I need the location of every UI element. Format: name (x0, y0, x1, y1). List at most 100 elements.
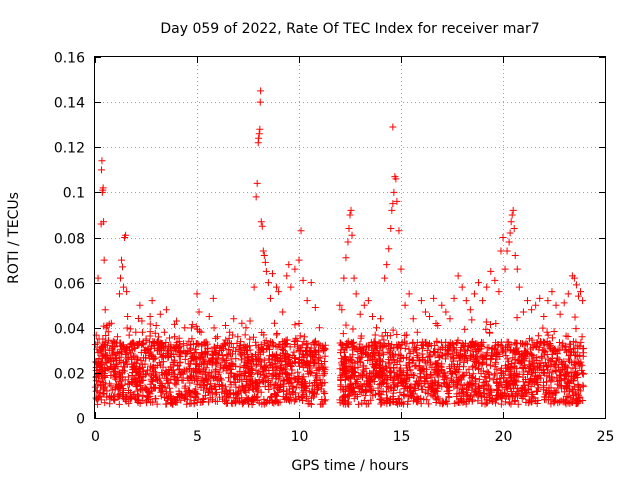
noise-point (409, 371, 417, 379)
noise-point (359, 388, 367, 396)
data-point (120, 283, 128, 291)
data-point (261, 258, 269, 266)
noise-point (212, 365, 220, 373)
noise-point (183, 341, 191, 349)
noise-point (526, 377, 534, 385)
noise-point (434, 345, 442, 353)
noise-point (231, 378, 239, 386)
noise-point (480, 355, 488, 363)
noise-point (346, 375, 354, 383)
noise-point (229, 344, 237, 352)
y-tick-label: 0.16 (54, 51, 85, 67)
noise-point (349, 368, 357, 376)
noise-point (261, 383, 269, 391)
noise-point (451, 399, 459, 407)
noise-point (569, 398, 577, 406)
data-point (513, 265, 521, 273)
noise-point (247, 352, 255, 360)
noise-point (357, 353, 365, 361)
data-point (189, 353, 197, 361)
noise-point (286, 374, 294, 382)
noise-point (240, 372, 248, 380)
noise-point (341, 355, 349, 363)
noise-point (374, 384, 382, 392)
noise-point (232, 383, 240, 391)
noise-point (550, 388, 558, 396)
noise-point (491, 370, 499, 378)
data-point (264, 279, 272, 287)
data-point (364, 297, 372, 305)
noise-point (103, 351, 111, 359)
data-point (345, 224, 353, 232)
noise-point (158, 353, 166, 361)
noise-point (492, 339, 500, 347)
noise-point (243, 394, 251, 402)
noise-point (537, 374, 545, 382)
noise-point (561, 398, 569, 406)
data-point (401, 301, 409, 309)
noise-point (579, 370, 587, 378)
noise-point (137, 349, 145, 357)
noise-point (270, 399, 278, 407)
noise-point (423, 347, 431, 355)
noise-point (424, 357, 432, 365)
noise-point (321, 379, 329, 387)
noise-point (425, 400, 433, 408)
data-point (511, 252, 519, 260)
noise-point (503, 355, 511, 363)
plot-frame (94, 56, 606, 419)
noise-point (99, 390, 107, 398)
noise-point (491, 358, 499, 366)
noise-point (459, 386, 467, 394)
data-point (338, 306, 346, 314)
noise-point (202, 349, 210, 357)
data-point (548, 288, 556, 296)
data-point (107, 319, 115, 327)
noise-point (358, 399, 366, 407)
noise-point (503, 385, 511, 393)
noise-point (526, 397, 534, 405)
noise-point (562, 397, 570, 405)
noise-point (479, 359, 487, 367)
noise-point (393, 330, 401, 338)
noise-point (366, 382, 374, 390)
noise-point (125, 386, 133, 394)
data-point (381, 274, 389, 282)
noise-point (502, 352, 510, 360)
noise-point (275, 370, 283, 378)
noise-point (240, 341, 248, 349)
data-point (113, 333, 121, 341)
noise-point (533, 364, 541, 372)
noise-point (288, 366, 296, 374)
y-tick-label: 0.02 (54, 367, 85, 383)
noise-point (199, 395, 207, 403)
noise-point (427, 342, 435, 350)
noise-point (370, 345, 378, 353)
noise-point (459, 371, 467, 379)
data-point (574, 292, 582, 300)
data-point (275, 288, 283, 296)
noise-point (347, 387, 355, 395)
noise-point (376, 364, 384, 372)
data-point (392, 175, 400, 183)
noise-point (479, 339, 487, 347)
noise-point (172, 381, 180, 389)
noise-point (237, 351, 245, 359)
data-point (528, 306, 536, 314)
noise-point (502, 384, 510, 392)
noise-point (115, 400, 123, 408)
data-point (519, 308, 527, 316)
noise-point (273, 384, 281, 392)
noise-point (493, 355, 501, 363)
noise-point (370, 363, 378, 371)
noise-point (358, 371, 366, 379)
noise-point (252, 366, 260, 374)
noise-point (471, 357, 479, 365)
noise-point (411, 380, 419, 388)
noise-point (383, 364, 391, 372)
data-point (347, 206, 355, 214)
noise-point (342, 321, 350, 329)
noise-point (229, 362, 237, 370)
data-point (103, 364, 111, 372)
noise-point (499, 391, 507, 399)
